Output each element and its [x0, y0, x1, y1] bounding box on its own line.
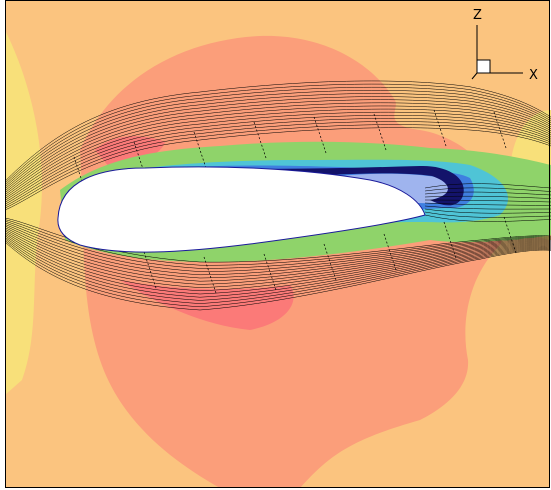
streamline-wake [424, 208, 551, 214]
streamline-upper [4, 86, 551, 186]
streamline-upper [4, 115, 551, 203]
contour-yellow-left [5, 30, 42, 395]
y-axis-line [471, 72, 478, 80]
streamline-upper [4, 108, 551, 199]
streamline-lower [4, 233, 551, 295]
streamline-lower [4, 232, 551, 292]
streamline-lower [4, 240, 551, 308]
streamline-lower [4, 241, 551, 311]
streamline-upper [4, 105, 551, 197]
streamline-lower [4, 224, 551, 276]
streamline-wake [424, 183, 551, 189]
x-axis-label: X [529, 68, 538, 83]
streamline-wake [424, 195, 551, 199]
streamline-wake [424, 191, 551, 196]
streamline-lower [4, 235, 551, 298]
streamline-lower [4, 230, 551, 288]
streamline-wake [424, 187, 551, 192]
streamline-upper [4, 90, 551, 188]
streamline-upper [4, 127, 551, 211]
streamline-lower [4, 228, 551, 285]
z-axis-label: Z [473, 8, 482, 23]
streamline-upper [4, 124, 551, 209]
contour-red-lower [120, 280, 294, 330]
streamline-lower [4, 225, 551, 279]
y-axis-box [476, 59, 491, 74]
streamline-upper [4, 99, 551, 193]
streamline-lower [4, 236, 551, 301]
contour-red-upper [95, 136, 165, 168]
streamline-wake [424, 202, 551, 206]
streamline-upper [4, 83, 551, 184]
streamline-wake [424, 205, 551, 210]
streamline-lower [4, 220, 551, 269]
streamline-upper [4, 111, 551, 201]
streamline-lower [4, 238, 551, 304]
axes-triad: Z X [471, 8, 538, 83]
streamline-upper [4, 121, 551, 207]
streamline-upper [4, 80, 551, 182]
streamlines [4, 80, 551, 311]
streamline-wake [424, 214, 551, 222]
streamline-wake [424, 211, 551, 218]
streamline-upper [4, 96, 551, 191]
streamline-upper [4, 93, 551, 190]
streamline-lower [4, 227, 551, 282]
streamline-upper [4, 102, 551, 195]
streamline-upper [4, 118, 551, 205]
airfoil [57, 166, 426, 253]
streamline-lower [4, 222, 551, 272]
streamline-lower [4, 219, 551, 266]
streamline-wake [424, 199, 551, 203]
